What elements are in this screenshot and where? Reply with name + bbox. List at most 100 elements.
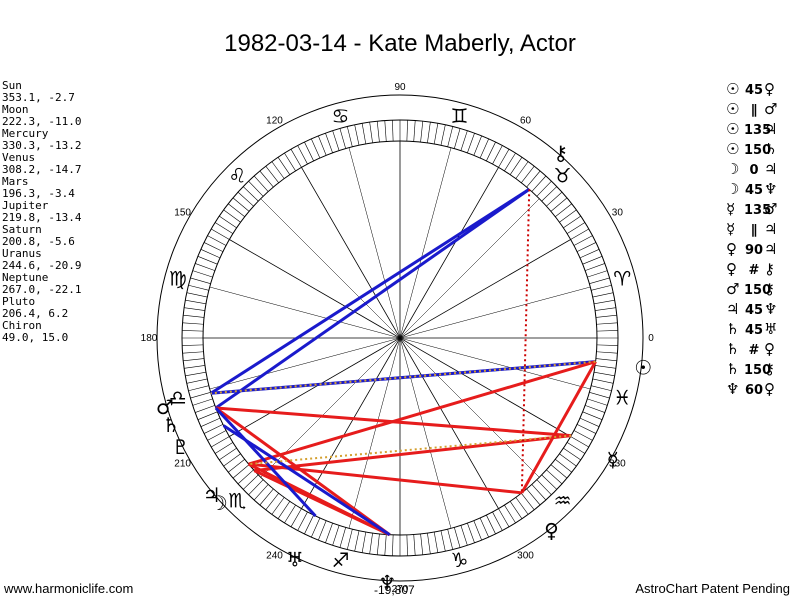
footer-website-link[interactable]: www.harmoniclife.com <box>4 581 134 596</box>
degree-tick <box>515 161 529 179</box>
degree-label-60: 60 <box>520 116 532 127</box>
degree-tick <box>242 186 259 202</box>
degree-tick <box>555 459 572 473</box>
degree-tick <box>486 141 496 162</box>
aspect-symbol: # <box>748 343 760 358</box>
degree-tick <box>531 175 547 192</box>
degree-tick <box>593 371 615 377</box>
aspect-symbol: 45 <box>744 183 764 198</box>
aspect-symbol: 45 <box>744 83 764 98</box>
degree-tick <box>473 520 482 541</box>
aspect-planet-2: ♀ <box>764 80 775 98</box>
degree-tick <box>214 442 234 454</box>
planet-coords-chiron: 49.0, 15.0 <box>2 331 69 344</box>
planet-coords-mercury: 330.3, -13.2 <box>2 139 82 152</box>
degree-label-240: 240 <box>266 550 283 561</box>
aspect-planet-2: ⚷ <box>764 360 775 378</box>
uranus-planet-icon: ♅ <box>286 547 304 571</box>
degree-tick <box>585 405 605 413</box>
degree-tick <box>550 197 568 212</box>
aspect-symbol: ∥ <box>750 223 758 238</box>
degree-tick <box>339 527 346 548</box>
aspect-symbol: 60 <box>744 383 764 398</box>
degree-tick <box>592 292 614 298</box>
degree-tick <box>376 533 380 555</box>
degree-tick <box>576 242 597 252</box>
chiron-planet-icon: ⚷ <box>553 141 568 165</box>
degree-tick <box>290 149 302 168</box>
aspect-row: ☽ 45♆ <box>726 180 782 200</box>
degree-tick <box>332 130 340 151</box>
degree-tick <box>427 122 431 143</box>
planet-name-mars: Mars <box>2 175 29 188</box>
venus-planet-icon: ♀ <box>544 519 559 543</box>
degree-tick <box>582 256 603 265</box>
aspect-planet-1: ♄ <box>726 320 740 338</box>
degree-tick <box>182 351 204 354</box>
aries-sign-icon: ♈ <box>613 266 631 290</box>
aspect-symbol: 90 <box>744 243 764 258</box>
aspect-planet-2: ♃ <box>764 120 778 138</box>
degree-tick <box>570 228 589 240</box>
taurus-sign-icon: ♉ <box>554 163 572 187</box>
degree-tick <box>460 525 468 546</box>
degree-tick <box>354 530 360 552</box>
degree-tick <box>504 152 516 172</box>
aspect-planet-1: ☿ <box>726 220 736 238</box>
aspect-planet-1: ☉ <box>726 120 740 138</box>
planet-name-sun: Sun <box>2 79 22 92</box>
degree-tick <box>277 157 291 175</box>
degree-tick <box>200 417 221 427</box>
degree-tick <box>546 469 563 485</box>
pluto-planet-icon: ♇ <box>172 435 190 459</box>
degree-tick <box>182 330 204 332</box>
degree-tick <box>304 141 314 162</box>
planet-coords-mars: 196.3, -3.4 <box>2 187 75 200</box>
degree-tick <box>219 215 237 229</box>
aspect-planet-2: ♆ <box>764 180 778 198</box>
leo-sign-icon: ♌ <box>228 163 246 187</box>
aspect-row: ♀ # ⚷ <box>726 260 782 280</box>
degree-tick <box>467 133 475 153</box>
aspect-line <box>210 360 596 395</box>
aspect-line <box>248 462 522 495</box>
degree-label-270: 270 <box>392 584 409 595</box>
degree-tick <box>271 161 285 179</box>
virgo-sign-icon: ♍ <box>169 266 187 290</box>
capricorn-sign-icon: ♑ <box>451 548 469 572</box>
aspect-line <box>248 434 572 466</box>
degree-label-180: 180 <box>141 333 158 344</box>
aspect-row: ♀ 90♃ <box>726 240 782 260</box>
aspect-row: ☉ 135♃ <box>726 120 782 140</box>
cusp-spoke <box>209 286 591 390</box>
neptune-planet-icon: ♆ <box>378 571 396 595</box>
aspect-planet-1: ☉ <box>726 140 740 158</box>
aspect-planet-1: ♆ <box>726 380 740 398</box>
aspect-line <box>254 434 572 473</box>
aspect-row: ☉ ∥ ♂ <box>726 100 782 120</box>
degree-tick <box>318 135 327 156</box>
degree-tick <box>376 121 380 143</box>
aspect-planet-1: ☽ <box>726 160 740 178</box>
degree-tick <box>253 484 269 501</box>
aspect-planet-2: ♅ <box>764 320 778 338</box>
planet-name-moon: Moon <box>2 103 29 116</box>
degree-tick <box>290 508 302 527</box>
degree-tick <box>406 534 408 556</box>
aspect-row: ☽ 0 ♃ <box>726 160 782 180</box>
aspect-planet-2: ♃ <box>764 240 778 258</box>
degree-tick <box>190 277 211 284</box>
degree-tick <box>526 170 541 188</box>
degree-tick <box>277 501 291 519</box>
degree-tick <box>587 398 608 406</box>
aspect-row: ☉ 150♄ <box>726 140 782 160</box>
sun-planet-icon: ☉ <box>634 355 652 379</box>
degree-tick <box>203 242 224 252</box>
degree-label-150: 150 <box>174 208 191 219</box>
degree-tick <box>427 533 431 554</box>
degree-tick <box>566 222 586 234</box>
degree-tick <box>253 175 269 192</box>
degree-tick <box>183 314 205 318</box>
planet-name-uranus: Uranus <box>2 247 42 260</box>
